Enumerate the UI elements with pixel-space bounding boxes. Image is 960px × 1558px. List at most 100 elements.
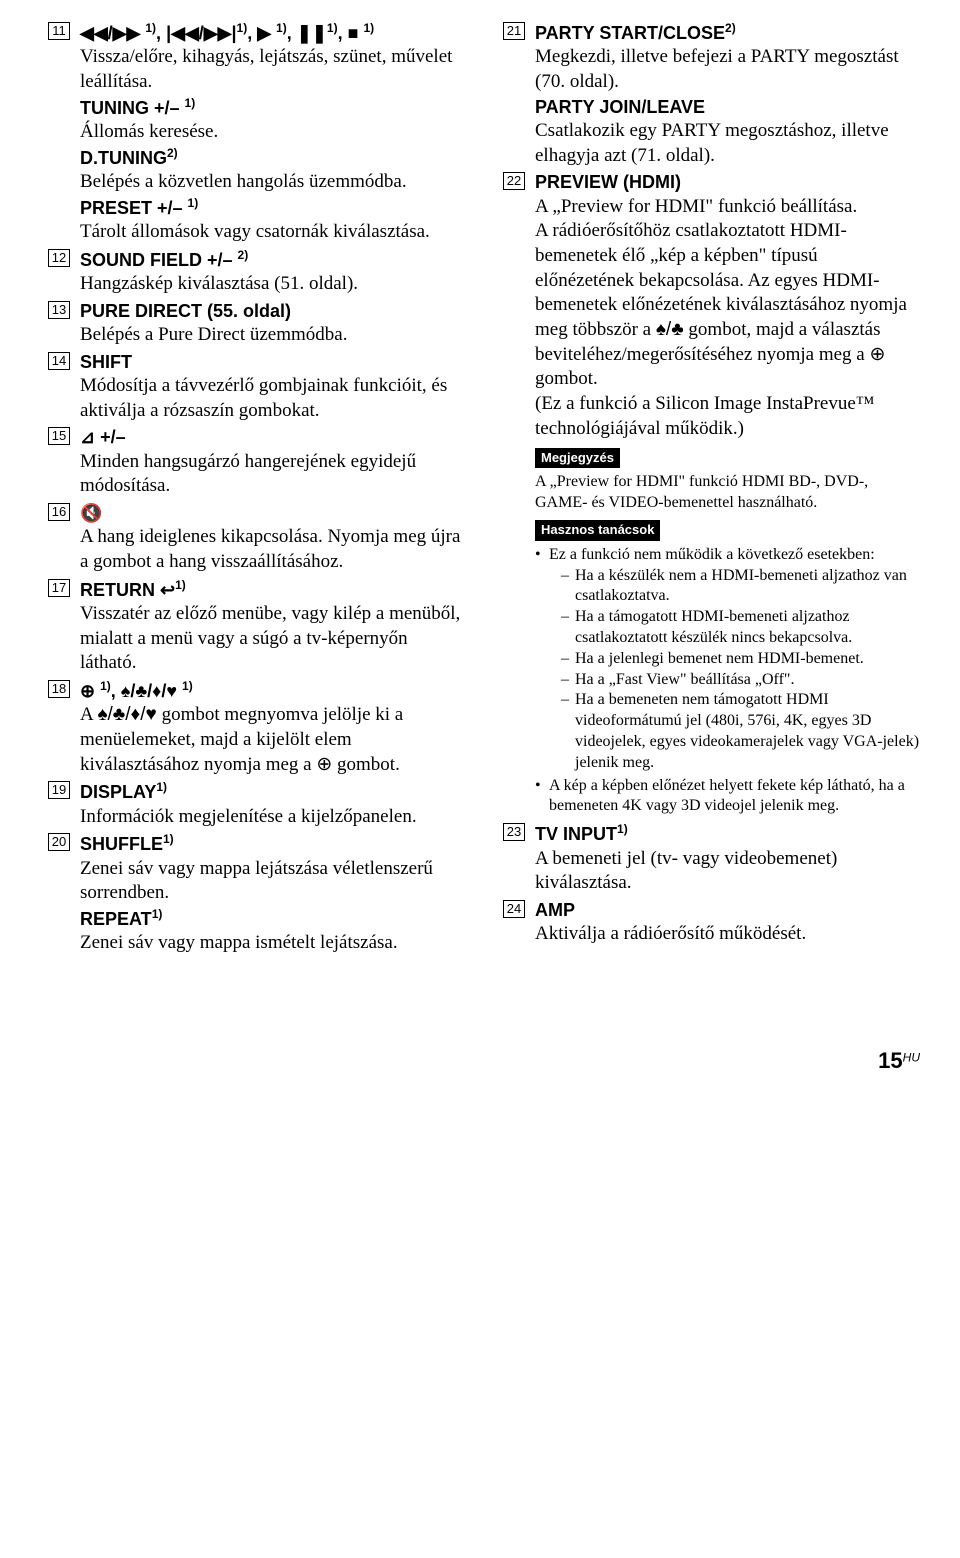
entry-paragraph: Módosítja a távvezérlő gombjainak funkci… xyxy=(80,374,465,423)
entry-subheading: TUNING +/– 1) xyxy=(80,95,465,120)
entry-subheading: REPEAT1) xyxy=(80,906,465,931)
entry-heading: PARTY START/CLOSE2) xyxy=(535,20,920,45)
entry-content: 🔇A hang ideiglenes kikapcsolása. Nyomja … xyxy=(70,501,465,575)
entry-heading: RETURN ↩1) xyxy=(80,577,465,602)
entry-heading: ⊕ 1), ♠/♣/♦/♥ 1) xyxy=(80,678,465,703)
entry-heading: SOUND FIELD +/– 2) xyxy=(80,247,465,272)
tips-label: Hasznos tanácsok xyxy=(535,520,660,541)
entry-paragraph: A „Preview for HDMI" funkció beállítása. xyxy=(535,195,920,220)
entry-heading: 🔇 xyxy=(80,501,465,525)
entry: 24AMPAktiválja a rádióerősítő működését. xyxy=(495,898,920,947)
entry: 13PURE DIRECT (55. oldal)Belépés a Pure … xyxy=(40,299,465,348)
entry-number-box: 20 xyxy=(40,831,70,956)
entry-number: 17 xyxy=(48,579,70,597)
entry-number-box: 19 xyxy=(40,779,70,829)
entry-content: SHIFTMódosítja a távvezérlő gombjainak f… xyxy=(70,350,465,424)
tips-item: A kép a képben előnézet helyett fekete k… xyxy=(535,776,920,818)
entry: 15⊿ +/–Minden hangsugárzó hangerejének e… xyxy=(40,425,465,499)
entry-heading: DISPLAY1) xyxy=(80,779,465,804)
entry-content: ⊕ 1), ♠/♣/♦/♥ 1)A ♠/♣/♦/♥ gombot megnyom… xyxy=(70,678,465,777)
entry-heading: PREVIEW (HDMI) xyxy=(535,170,920,194)
entry-heading: TV INPUT1) xyxy=(535,821,920,846)
entry: 18⊕ 1), ♠/♣/♦/♥ 1)A ♠/♣/♦/♥ gombot megny… xyxy=(40,678,465,777)
entry-paragraph: Állomás keresése. xyxy=(80,120,465,145)
entry-content: SOUND FIELD +/– 2)Hangzáskép kiválasztás… xyxy=(70,247,465,297)
entry: 20SHUFFLE1)Zenei sáv vagy mappa lejátszá… xyxy=(40,831,465,956)
entry-paragraph: Vissza/előre, kihagyás, lejátszás, szüne… xyxy=(80,45,465,94)
entry-number: 24 xyxy=(503,900,525,918)
entry-content: PREVIEW (HDMI)A „Preview for HDMI" funkc… xyxy=(525,170,920,819)
note-label: Megjegyzés xyxy=(535,448,620,469)
entry-content: TV INPUT1)A bemeneti jel (tv- vagy video… xyxy=(525,821,920,896)
tips-subitem: Ha a támogatott HDMI-bemeneti aljzathoz … xyxy=(561,607,920,649)
entry-number: 18 xyxy=(48,680,70,698)
entry-paragraph: Csatlakozik egy PARTY megosztáshoz, ille… xyxy=(535,119,920,168)
entry-heading: PURE DIRECT (55. oldal) xyxy=(80,299,465,323)
entry: 11◀◀/▶▶ 1), |◀◀/▶▶|1), ▶ 1), ❚❚1), ■ 1)V… xyxy=(40,20,465,245)
entry-paragraph: Minden hangsugárzó hangerejének egyidejű… xyxy=(80,450,465,499)
tips-sublist: Ha a készülék nem a HDMI-bemeneti aljzat… xyxy=(549,566,920,774)
tips-list: Ez a funkció nem működik a következő ese… xyxy=(535,545,920,817)
entry-number: 13 xyxy=(48,301,70,319)
entry-number-box: 21 xyxy=(495,20,525,168)
entry: 17 RETURN ↩1)Visszatér az előző menübe, v… xyxy=(40,577,465,676)
entry-number-box: 24 xyxy=(495,898,525,947)
entry-content: DISPLAY1)Információk megjelenítése a kij… xyxy=(70,779,465,829)
entry: 12SOUND FIELD +/– 2)Hangzáskép kiválaszt… xyxy=(40,247,465,297)
entry: 23TV INPUT1)A bemeneti jel (tv- vagy vid… xyxy=(495,821,920,896)
entry-heading: ◀◀/▶▶ 1), |◀◀/▶▶|1), ▶ 1), ❚❚1), ■ 1) xyxy=(80,20,465,45)
entry-paragraph: Belépés a Pure Direct üzemmódba. xyxy=(80,323,465,348)
entry-paragraph: Zenei sáv vagy mappa lejátszása véletlen… xyxy=(80,857,465,906)
entry-number-box: 15 xyxy=(40,425,70,499)
entry-paragraph: Visszatér az előző menübe, vagy kilép a … xyxy=(80,602,465,676)
left-column: 11◀◀/▶▶ 1), |◀◀/▶▶|1), ▶ 1), ❚❚1), ■ 1)V… xyxy=(40,20,465,958)
tips-subitem: Ha a jelenlegi bemenet nem HDMI-bemenet. xyxy=(561,649,920,670)
entry: 21PARTY START/CLOSE2)Megkezdi, illetve b… xyxy=(495,20,920,168)
entry-subheading: PRESET +/– 1) xyxy=(80,195,465,220)
entry-content: AMPAktiválja a rádióerősítő működését. xyxy=(525,898,920,947)
entry-content: ⊿ +/–Minden hangsugárzó hangerejének egy… xyxy=(70,425,465,499)
entry-number-box: 13 xyxy=(40,299,70,348)
entry: 16🔇A hang ideiglenes kikapcsolása. Nyomj… xyxy=(40,501,465,575)
entry-paragraph: Belépés a közvetlen hangolás üzemmódba. xyxy=(80,170,465,195)
entry-number: 14 xyxy=(48,352,70,370)
entry-number: 19 xyxy=(48,781,70,799)
page-number: 15 xyxy=(878,1048,902,1073)
page-language: HU xyxy=(903,1051,920,1065)
note-text: A „Preview for HDMI" funkció HDMI BD-, D… xyxy=(535,472,920,514)
entry-paragraph: Zenei sáv vagy mappa ismételt lejátszása… xyxy=(80,931,465,956)
entry-subheading: PARTY JOIN/LEAVE xyxy=(535,95,920,119)
entry-number: 22 xyxy=(503,172,525,190)
entry-number: 20 xyxy=(48,833,70,851)
entry-content: PURE DIRECT (55. oldal)Belépés a Pure Di… xyxy=(70,299,465,348)
entry-heading: SHUFFLE1) xyxy=(80,831,465,856)
tips-subitem: Ha a „Fast View" beállítása „Off". xyxy=(561,670,920,691)
entry-paragraph: A bemeneti jel (tv- vagy videobemenet) k… xyxy=(535,847,920,896)
entry-subheading: D.TUNING2) xyxy=(80,145,465,170)
tips-item: Ez a funkció nem működik a következő ese… xyxy=(535,545,920,774)
entry-number-box: 14 xyxy=(40,350,70,424)
entry: 19DISPLAY1)Információk megjelenítése a k… xyxy=(40,779,465,829)
entry-content: PARTY START/CLOSE2)Megkezdi, illetve bef… xyxy=(525,20,920,168)
entry-content: ◀◀/▶▶ 1), |◀◀/▶▶|1), ▶ 1), ❚❚1), ■ 1)Vis… xyxy=(70,20,465,245)
entry-number-box: 18 xyxy=(40,678,70,777)
entry-number: 23 xyxy=(503,823,525,841)
entry-number-box: 17 xyxy=(40,577,70,676)
entry-number: 15 xyxy=(48,427,70,445)
entry-number-box: 11 xyxy=(40,20,70,245)
two-column-layout: 11◀◀/▶▶ 1), |◀◀/▶▶|1), ▶ 1), ❚❚1), ■ 1)V… xyxy=(40,20,920,958)
page-footer: 15HU xyxy=(40,1048,920,1074)
entry-paragraph: Hangzáskép kiválasztása (51. oldal). xyxy=(80,272,465,297)
entry: 22PREVIEW (HDMI)A „Preview for HDMI" fun… xyxy=(495,170,920,819)
entry-number-box: 23 xyxy=(495,821,525,896)
entry-heading: SHIFT xyxy=(80,350,465,374)
entry-content: SHUFFLE1)Zenei sáv vagy mappa lejátszása… xyxy=(70,831,465,956)
entry-paragraph: Információk megjelenítése a kijelzőpanel… xyxy=(80,805,465,830)
entry-number-box: 22 xyxy=(495,170,525,819)
tips-subitem: Ha a készülék nem a HDMI-bemeneti aljzat… xyxy=(561,566,920,608)
entry: 14SHIFTMódosítja a távvezérlő gombjainak… xyxy=(40,350,465,424)
entry-paragraph: (Ez a funkció a Silicon Image InstaPrevu… xyxy=(535,392,920,441)
entry-heading: ⊿ +/– xyxy=(80,425,465,449)
entry-number: 11 xyxy=(48,22,70,40)
entry-number: 12 xyxy=(48,249,70,267)
